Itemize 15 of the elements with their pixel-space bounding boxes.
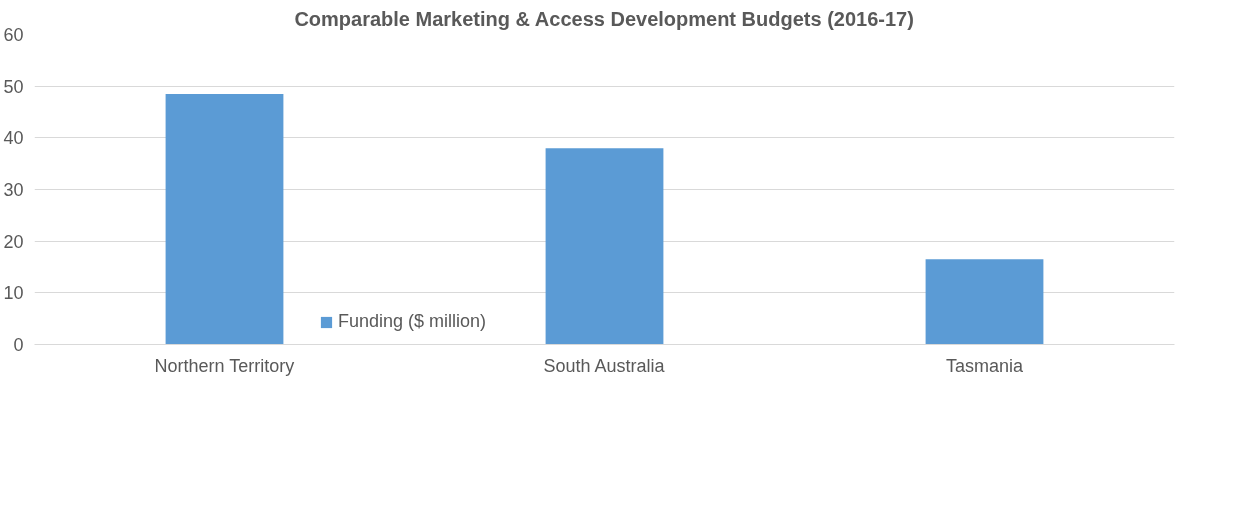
y-tick-label: 50 bbox=[3, 76, 24, 97]
bar bbox=[545, 148, 664, 345]
y-tick-label: 0 bbox=[13, 335, 24, 355]
x-tick-label: South Australia bbox=[543, 355, 666, 376]
bar bbox=[925, 259, 1044, 345]
legend-label: Funding ($ million) bbox=[338, 311, 487, 332]
x-tick-label: Northern Territory bbox=[154, 355, 295, 376]
y-tick-label: 60 bbox=[3, 25, 24, 45]
bar bbox=[165, 93, 284, 345]
y-tick-label: 20 bbox=[3, 231, 24, 252]
x-tick-label: Tasmania bbox=[945, 355, 1025, 376]
y-tick-label: 40 bbox=[3, 128, 24, 149]
y-tick-label: 30 bbox=[3, 180, 24, 200]
chart-title: Comparable Marketing & Access Development Budgets (2016-17) bbox=[294, 7, 914, 30]
y-tick-label: 10 bbox=[3, 283, 24, 304]
